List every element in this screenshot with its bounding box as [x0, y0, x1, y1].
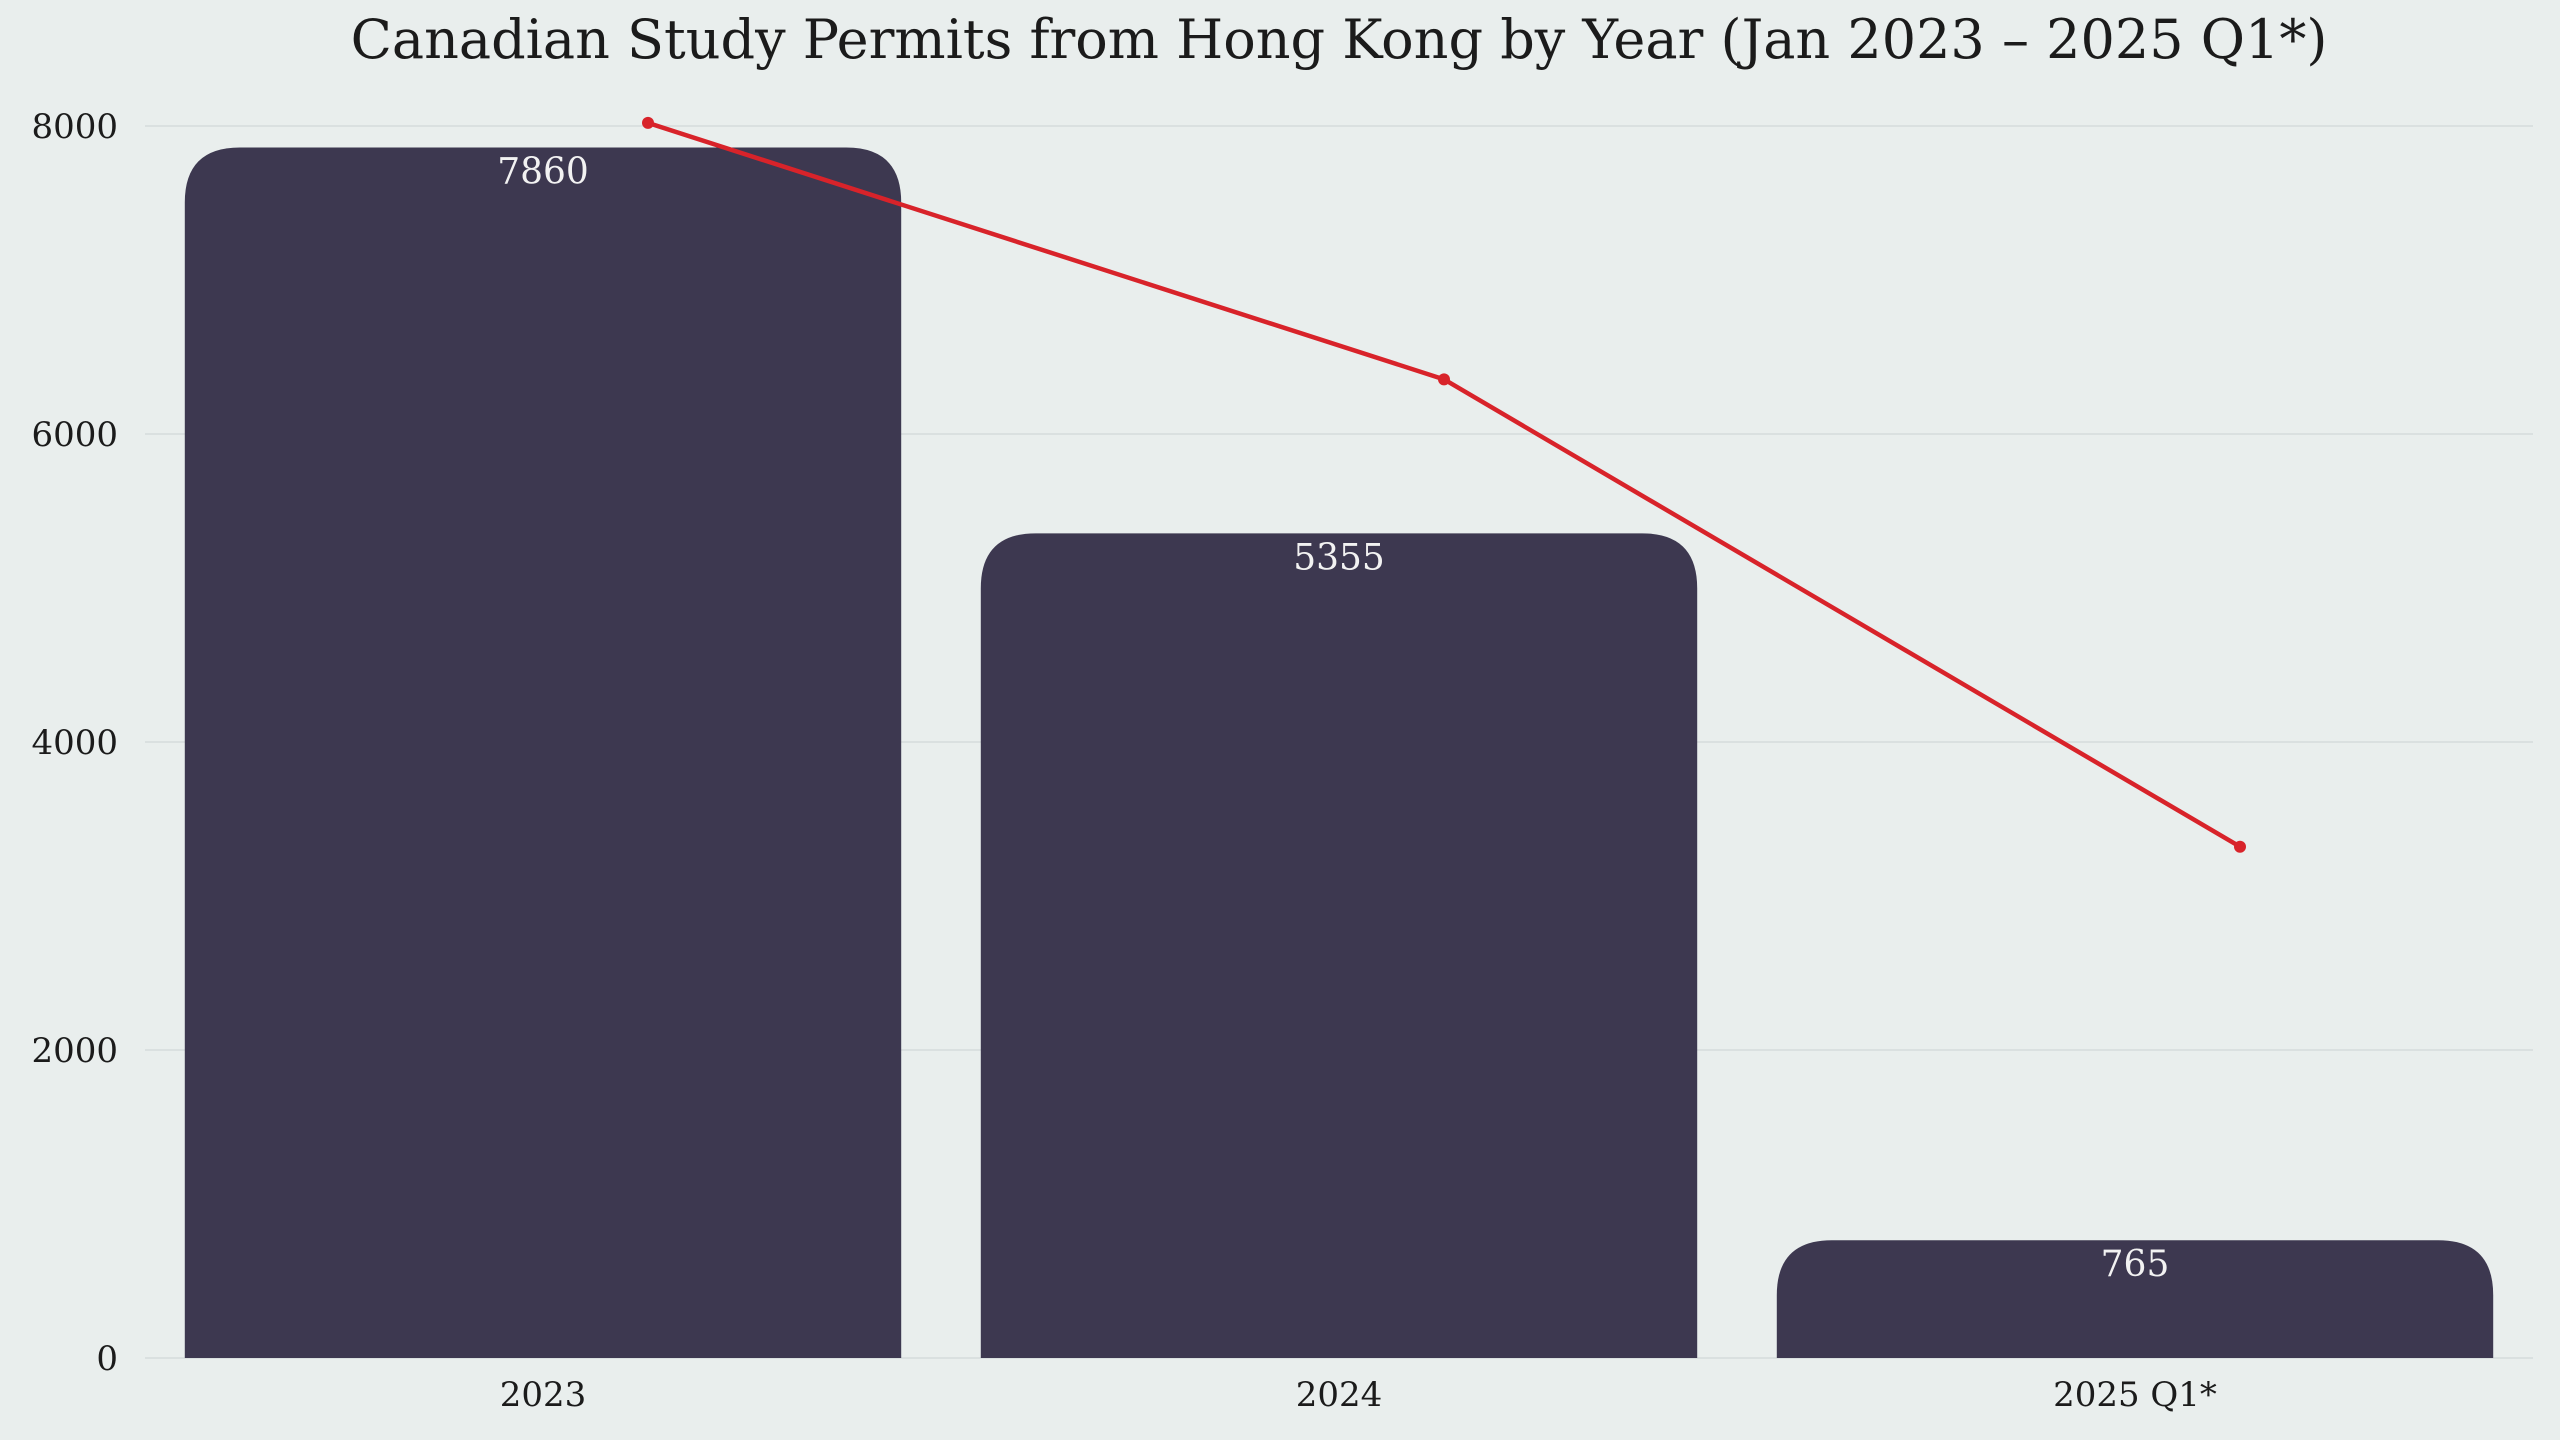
x-tick-label: 2025 Q1*	[2053, 1375, 2217, 1415]
bar-data-label: 765	[2101, 1244, 2170, 1285]
bar-2024	[980, 533, 1698, 1358]
y-tick-label: 0	[96, 1339, 118, 1379]
y-tick-label: 8000	[31, 107, 118, 147]
bar-data-label: 5355	[1293, 537, 1385, 578]
bar-2025-q1	[1776, 1240, 2494, 1358]
y-tick-label: 6000	[31, 415, 118, 455]
x-tick-label: 2024	[1296, 1375, 1383, 1415]
trend-line-layer	[642, 116, 2246, 853]
y-tick-label: 4000	[31, 723, 118, 763]
trend-point	[2234, 840, 2246, 853]
trend-point	[1438, 373, 1450, 386]
x-axis-ticks: 2023 2024 2025 Q1*	[500, 1375, 2217, 1415]
chart-title: Canadian Study Permits from Hong Kong by…	[351, 8, 2328, 71]
y-axis-ticks: 0 2000 4000 6000 8000	[31, 107, 118, 1379]
bars: 7860 5355 765	[184, 147, 2494, 1358]
bar-2023	[184, 147, 902, 1358]
trend-point	[642, 116, 654, 129]
bar-data-label: 7860	[497, 152, 589, 193]
y-tick-label: 2000	[31, 1031, 118, 1071]
x-tick-label: 2023	[500, 1375, 587, 1415]
